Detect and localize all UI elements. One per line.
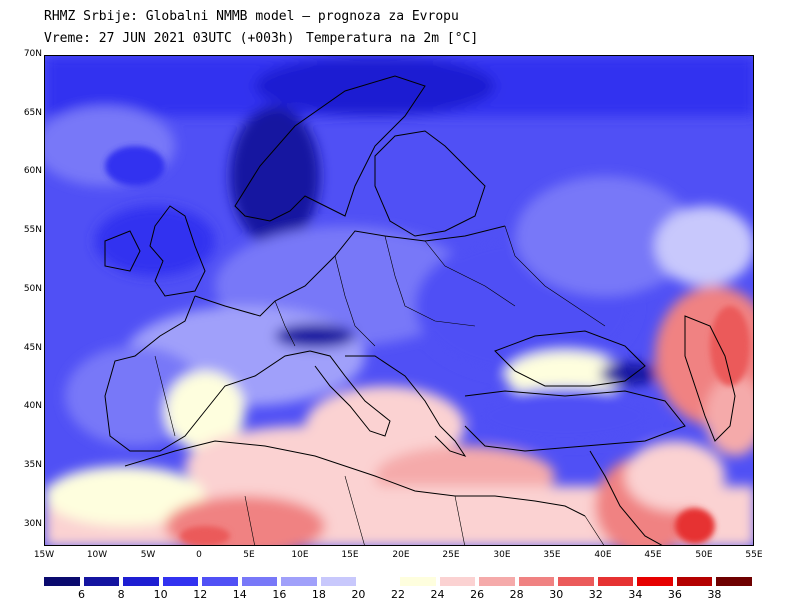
lat-label: 70N: [23, 49, 42, 59]
legend-swatch: [123, 577, 159, 586]
legend-swatch: [44, 577, 80, 586]
lat-label: 65N: [23, 108, 42, 118]
legend-swatch: [360, 577, 396, 586]
legend-label: 20: [351, 588, 366, 601]
legend-swatch: [439, 577, 476, 586]
legend-swatch: [637, 577, 673, 586]
lon-label: 25E: [442, 550, 460, 560]
legend-swatch: [281, 577, 317, 586]
legend-swatch: [479, 577, 515, 586]
lon-label: 5E: [243, 550, 255, 560]
legend-swatch: [558, 577, 594, 586]
lon-label: 30E: [493, 550, 511, 560]
lat-label: 40N: [23, 401, 42, 411]
map-title: RHMZ Srbije: Globalni NMMB model — progn…: [44, 9, 459, 24]
legend-swatch: [202, 577, 238, 586]
map-subtitle: Vreme: 27 JUN 2021 03UTC (+003h) Temperat…: [44, 32, 478, 46]
legend-swatch: [320, 577, 357, 586]
lon-label: 45E: [644, 550, 662, 560]
legend-label: 30: [549, 588, 564, 601]
legend-swatch: [597, 577, 634, 586]
legend-swatch: [716, 577, 752, 586]
lat-label: 30N: [23, 519, 42, 529]
country-borders: [154, 225, 606, 545]
legend-label: 28: [509, 588, 524, 601]
legend-label: 12: [193, 588, 208, 601]
lat-label: 55N: [23, 225, 42, 235]
lat-label: 35N: [23, 460, 42, 470]
lon-label: 55E: [745, 550, 763, 560]
forecast-time: Vreme: 27 JUN 2021 03UTC (+003h): [44, 31, 295, 46]
lon-label: 20E: [392, 550, 410, 560]
lon-label: 15W: [33, 550, 55, 560]
lon-label: 10E: [291, 550, 309, 560]
lon-label: 5W: [140, 550, 156, 560]
lon-label: 15E: [341, 550, 359, 560]
color-legend: 6 8 10 12 14 16 18 20 22 24 26 28 30 32 34 36 38: [44, 577, 756, 601]
legend-label: 24: [430, 588, 445, 601]
legend-swatch: [241, 577, 278, 586]
legend-label: 38: [707, 588, 722, 601]
legend-swatch: [518, 577, 555, 586]
lon-label: 40E: [594, 550, 612, 560]
legend-swatch: [83, 577, 120, 586]
legend-label: 18: [311, 588, 326, 601]
legend-label: 34: [628, 588, 643, 601]
legend-label: 22: [391, 588, 405, 601]
legend-swatch: [162, 577, 199, 586]
hot-spots: [105, 146, 750, 545]
parameter-label: Temperatura na 2m [°C]: [306, 31, 479, 46]
lon-label: 0: [196, 550, 202, 560]
legend-label: 36: [667, 588, 682, 601]
lon-label: 10W: [86, 550, 108, 560]
lat-label: 45N: [23, 343, 42, 353]
lat-label: 50N: [23, 284, 42, 294]
legend-swatch: [400, 577, 436, 586]
map-canvas: [45, 56, 753, 545]
lon-label: 35E: [543, 550, 561, 560]
lat-label: 60N: [23, 166, 42, 176]
legend-label: 8: [117, 588, 125, 601]
legend-label: 14: [232, 588, 247, 601]
temperature-map: [44, 55, 754, 546]
legend-label: 16: [272, 588, 287, 601]
legend-label: 32: [588, 588, 603, 601]
legend-label: 6: [78, 588, 86, 601]
legend-swatch: [676, 577, 713, 586]
legend-label: 26: [470, 588, 485, 601]
lon-label: 50E: [695, 550, 713, 560]
legend-label: 10: [153, 588, 168, 601]
